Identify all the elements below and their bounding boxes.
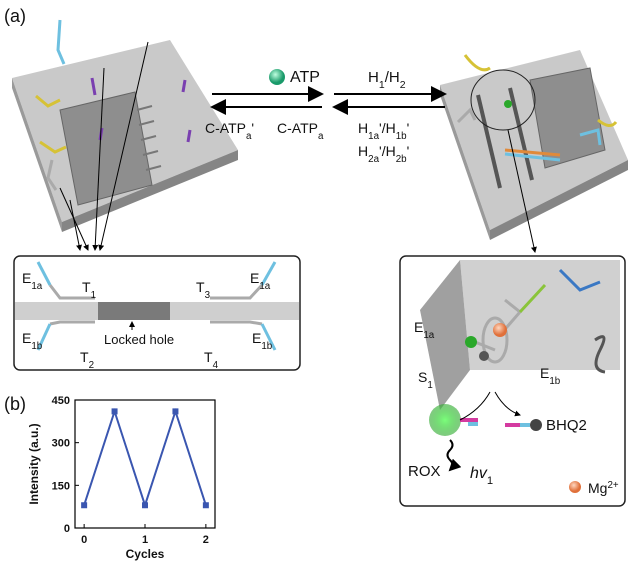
- label-subscript: 3: [205, 290, 211, 301]
- pointer-lines: [59, 41, 537, 253]
- label-text: C-ATP: [205, 120, 246, 136]
- label-text: '/H: [379, 120, 396, 136]
- label: S1: [418, 369, 433, 391]
- label-subscript: 1: [487, 475, 493, 487]
- label: ROX: [408, 463, 441, 480]
- label: H2a'/H2b': [358, 143, 409, 165]
- label: hv1: [470, 465, 493, 487]
- y-tick-label: 300: [52, 438, 70, 450]
- label-subscript: 2: [400, 79, 406, 91]
- data-point: [111, 408, 118, 415]
- label-text: C-ATP: [277, 120, 318, 136]
- panel-label: (a): [4, 6, 26, 26]
- label-text: E: [414, 319, 423, 335]
- label: ATP: [290, 69, 320, 86]
- label-text: hv: [470, 465, 488, 482]
- label-text: Mg: [588, 480, 607, 496]
- label-text: Locked hole: [104, 332, 174, 347]
- left-slab: [12, 19, 238, 232]
- label: E1b: [252, 330, 273, 352]
- label-subscript: 1b: [31, 341, 42, 352]
- label-text: T: [204, 349, 213, 365]
- label: T4: [204, 349, 219, 371]
- label: H1a'/H1b': [358, 120, 409, 142]
- label-subscript: 1: [379, 79, 385, 91]
- label-subscript: 1b: [261, 341, 272, 352]
- label: C-ATPa: [277, 120, 324, 142]
- label-subscript: 1a: [423, 330, 434, 341]
- plot-frame: [74, 399, 216, 529]
- label-text: H: [368, 69, 379, 86]
- label-subscript: 1a: [368, 131, 379, 142]
- label-subscript: 1: [91, 290, 96, 301]
- label-text: BHQ2: [546, 417, 587, 434]
- label-text: S: [418, 369, 427, 385]
- label-subscript: 2: [89, 360, 94, 371]
- data-line: [83, 408, 207, 509]
- reaction-arrows: [210, 86, 447, 115]
- label-subscript: a: [246, 131, 252, 142]
- label-subscript: a: [318, 131, 324, 142]
- label-text: ': [251, 120, 254, 136]
- x-tick-label: 0: [81, 534, 87, 546]
- y-axis-label: Intensity (a.u.): [27, 423, 41, 504]
- label-subscript: 4: [213, 360, 219, 371]
- label: C-ATPa': [205, 120, 254, 142]
- label-subscript: 1a: [31, 281, 42, 292]
- right-inset: [399, 255, 626, 507]
- y-tick-label: 450: [52, 395, 70, 407]
- label: T1: [82, 279, 96, 301]
- label-text: E: [252, 330, 261, 346]
- label: H1/H2: [368, 69, 406, 91]
- chart: 0 150 300 450 0 1 2 Cycles Intensity (a.u.): [27, 395, 216, 561]
- label-text: /H: [385, 69, 400, 86]
- label-text: T: [80, 349, 89, 365]
- panel-label: (b): [4, 394, 26, 414]
- label-text: T: [82, 279, 91, 295]
- data-point: [81, 502, 88, 509]
- label: E1b: [540, 365, 561, 387]
- data-point: [202, 502, 209, 509]
- label-subscript: 2b: [396, 154, 407, 165]
- label-text: ': [407, 120, 410, 136]
- label-subscript: 1b: [396, 131, 407, 142]
- label-text: ROX: [408, 463, 441, 480]
- y-tick-label: 0: [64, 523, 70, 535]
- label-subscript: 1: [427, 380, 432, 391]
- x-tick-label: 1: [142, 534, 148, 546]
- label-text: ': [407, 143, 410, 159]
- label-text: E: [22, 270, 31, 286]
- label-subscript: 1b: [549, 376, 560, 387]
- label-superscript: 2+: [607, 480, 618, 491]
- label: T3: [196, 279, 211, 301]
- y-tick-label: 150: [52, 480, 70, 492]
- label-text: H: [358, 143, 368, 159]
- label-text: E: [250, 270, 259, 286]
- label: E1b: [22, 330, 43, 352]
- label: BHQ2: [546, 417, 587, 434]
- label-text: H: [358, 120, 368, 136]
- atp-icon: [269, 69, 285, 85]
- left-inset: [13, 255, 301, 371]
- label-text: ATP: [290, 69, 320, 86]
- label-text: T: [196, 279, 205, 295]
- data-point: [142, 502, 148, 509]
- data-point: [172, 408, 179, 415]
- right-slab: [440, 50, 628, 240]
- label: E1a: [22, 270, 43, 292]
- label-text: '/H: [379, 143, 396, 159]
- label: E1a: [414, 319, 435, 341]
- x-tick-label: 2: [203, 534, 209, 546]
- label-text: E: [540, 365, 549, 381]
- label: T2: [80, 349, 94, 371]
- label-text: E: [22, 330, 31, 346]
- label: Locked hole: [104, 332, 174, 347]
- label: Mg2+: [588, 480, 619, 497]
- label: E1a: [250, 270, 271, 292]
- x-axis-label: Cycles: [126, 547, 165, 561]
- label-subscript: 2a: [368, 154, 379, 165]
- label-subscript: 1a: [259, 281, 270, 292]
